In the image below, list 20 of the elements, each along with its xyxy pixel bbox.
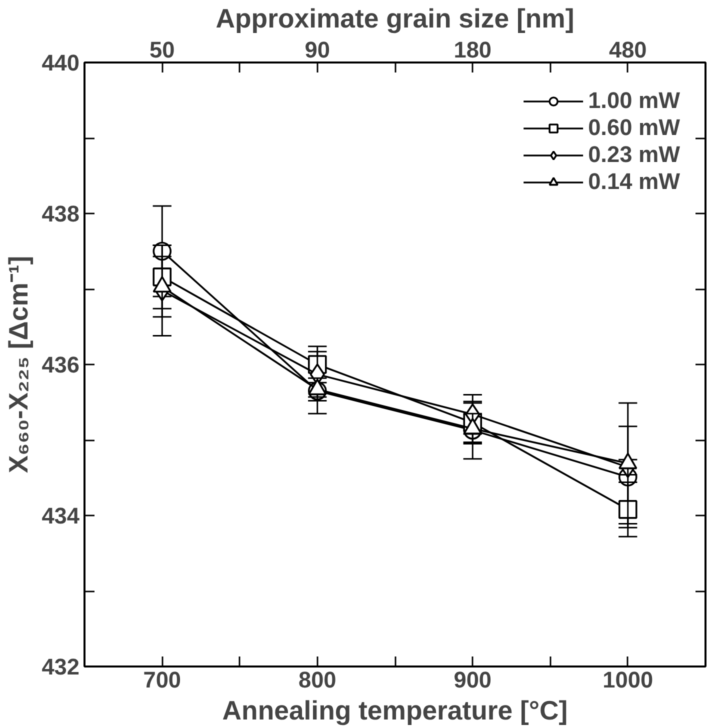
legend-label: 0.14 mW — [588, 168, 680, 195]
x-tick-label: 700 — [143, 666, 182, 692]
x2-axis-title: Approximate grain size [nm] — [216, 4, 574, 34]
legend-label: 0.60 mW — [588, 114, 680, 141]
y-tick-label: 434 — [42, 502, 80, 528]
y-axis-title: X₆₆₀-X₂₂₅ [Δcm⁻¹] — [4, 256, 34, 474]
legend-label: 1.00 mW — [588, 87, 680, 114]
y-tick-label: 440 — [42, 50, 80, 76]
y-tick-label: 436 — [42, 352, 80, 378]
x-tick-label: 1000 — [602, 666, 654, 692]
annotation: 180 — [454, 36, 492, 62]
y-tick-label: 432 — [42, 654, 80, 680]
annotation: 480 — [608, 36, 647, 62]
annotation: 50 — [150, 36, 175, 62]
legend-label: 0.23 mW — [588, 141, 680, 168]
x-axis-title: Annealing temperature [°C] — [222, 696, 568, 726]
annotation: 90 — [304, 36, 330, 62]
x-tick-label: 800 — [298, 666, 336, 692]
y-tick-label: 438 — [42, 200, 80, 226]
x-tick-label: 900 — [454, 666, 492, 692]
